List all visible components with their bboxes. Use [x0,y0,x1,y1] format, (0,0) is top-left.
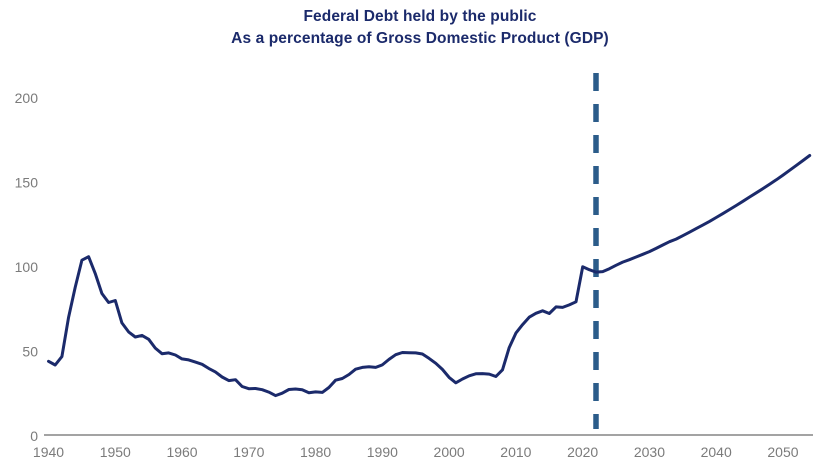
chart-title: Federal Debt held by the public [303,8,537,25]
x-tick-label-2020: 2020 [567,444,598,460]
x-tick-label-2050: 2050 [767,444,798,460]
y-tick-label-50: 50 [22,344,38,360]
x-tick-label-1990: 1990 [367,444,398,460]
x-tick-label-1950: 1950 [100,444,131,460]
chart-subtitle: As a percentage of Gross Domestic Produc… [231,30,609,47]
y-tick-label-150: 150 [15,175,39,191]
x-tick-label-2010: 2010 [500,444,531,460]
y-tick-label-200: 200 [15,90,39,106]
x-tick-label-1980: 1980 [300,444,331,460]
y-tick-label-100: 100 [15,259,39,275]
x-tick-label-1970: 1970 [233,444,264,460]
x-tick-label-1940: 1940 [33,444,64,460]
x-tick-label-2040: 2040 [701,444,732,460]
x-tick-label-2030: 2030 [634,444,665,460]
y-tick-label-0: 0 [30,428,38,444]
x-tick-label-2000: 2000 [434,444,465,460]
x-tick-label-1960: 1960 [166,444,197,460]
chart-titles: Federal Debt held by the public As a per… [0,6,840,50]
debt-percent-gdp-line [47,154,812,398]
